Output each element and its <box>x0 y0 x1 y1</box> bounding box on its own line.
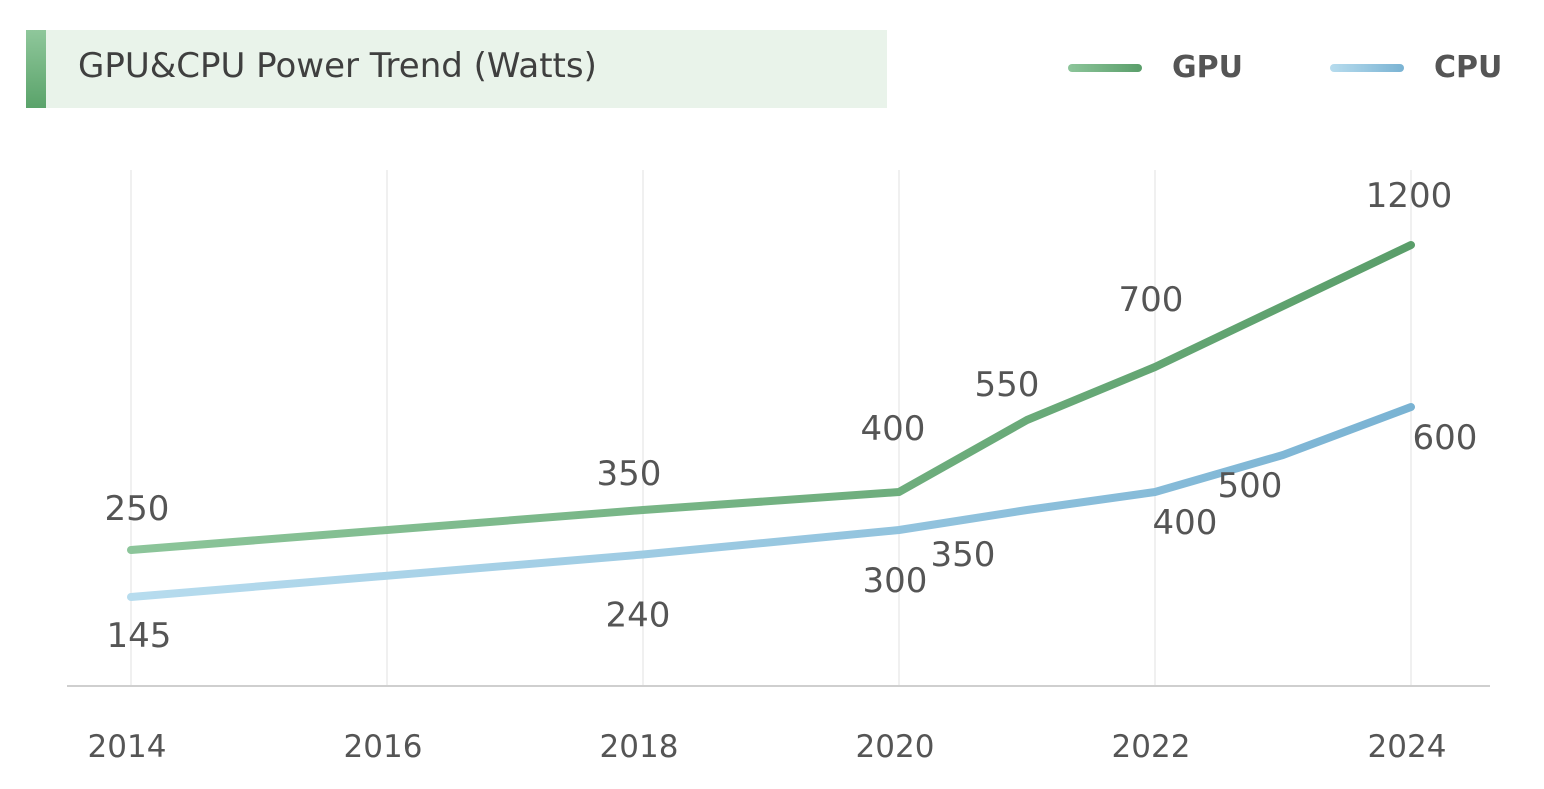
data-label-cpu-2020: 300 <box>863 561 928 601</box>
x-tick-label-2014: 2014 <box>88 729 167 765</box>
data-label-gpu-2020: 400 <box>861 409 926 449</box>
title-accent-bar <box>26 30 46 108</box>
data-label-gpu-2014: 250 <box>105 489 170 529</box>
legend-cpu-label: CPU <box>1434 50 1503 85</box>
x-tick-label-2022: 2022 <box>1112 729 1191 765</box>
data-label-gpu-2018: 350 <box>597 454 662 494</box>
chart-title: GPU&CPU Power Trend (Watts) <box>78 46 597 86</box>
x-tick-label-2020: 2020 <box>856 729 935 765</box>
series-line-gpu <box>127 241 1415 554</box>
data-label-cpu-2021: 350 <box>931 535 996 575</box>
data-label-cpu-2018: 240 <box>606 595 671 635</box>
legend-gpu-label: GPU <box>1172 50 1243 85</box>
chart-title-box: GPU&CPU Power Trend (Watts) <box>26 30 887 108</box>
legend-cpu: CPU <box>1330 48 1530 88</box>
legend-gpu: GPU <box>1068 48 1268 88</box>
data-label-cpu-2014: 145 <box>107 616 172 656</box>
data-label-gpu-2021: 550 <box>975 365 1040 405</box>
x-tick-label-2018: 2018 <box>600 729 679 765</box>
series-line-cpu <box>127 403 1415 601</box>
data-label-cpu-2024: 600 <box>1413 418 1478 458</box>
data-label-gpu-2022: 700 <box>1119 280 1184 320</box>
legend-cpu-swatch <box>1330 64 1404 72</box>
data-label-cpu-2023: 500 <box>1218 466 1283 506</box>
data-label-gpu-2024: 1200 <box>1366 176 1453 216</box>
x-tick-label-2016: 2016 <box>344 729 423 765</box>
legend-gpu-swatch <box>1068 64 1142 72</box>
x-tick-label-2024: 2024 <box>1368 729 1447 765</box>
data-label-cpu-2022: 400 <box>1153 503 1218 543</box>
